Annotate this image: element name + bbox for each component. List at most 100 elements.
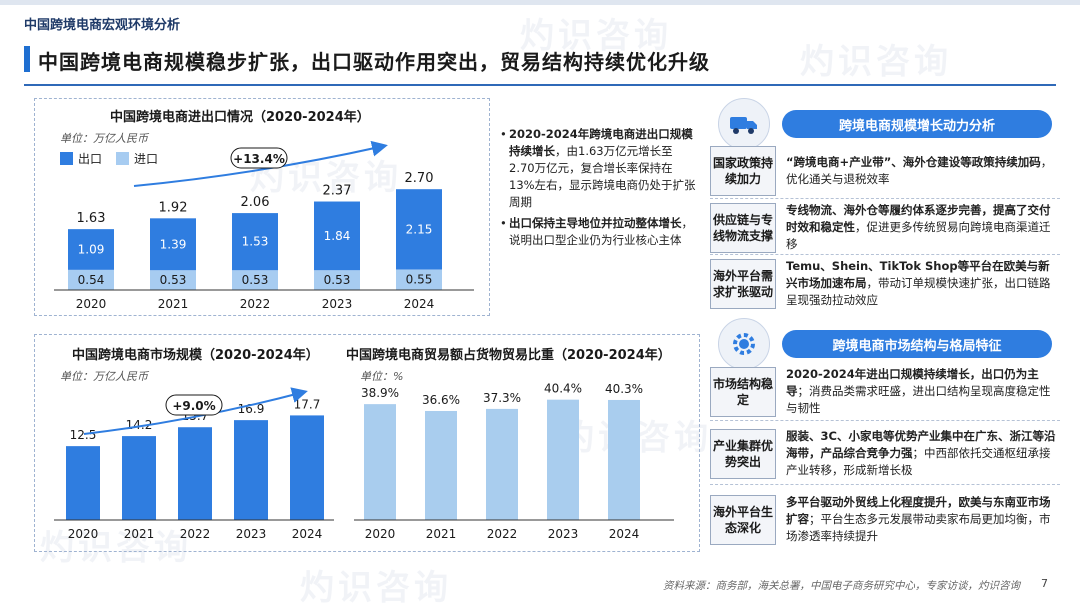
watermark: 灼识咨询 bbox=[800, 42, 952, 82]
chart-unit: 单位：万亿人民币 bbox=[60, 370, 148, 383]
growth-badge-label: +9.0% bbox=[172, 399, 215, 413]
total-value-label: 2.70 bbox=[405, 171, 434, 186]
total-value-label: 2.06 bbox=[241, 195, 270, 210]
row-text: 服装、3C、小家电等优势产业集中在广东、浙江等沿海带，产品综合竞争力强；中西部依… bbox=[776, 428, 1060, 479]
bar-value-label: 40.4% bbox=[544, 382, 582, 396]
export-bar bbox=[232, 213, 278, 271]
x-tick-label: 2023 bbox=[322, 297, 353, 311]
x-tick-label: 2021 bbox=[426, 527, 457, 541]
market-bar bbox=[122, 436, 156, 520]
x-tick-label: 2023 bbox=[548, 527, 579, 541]
note-bold: 出口保持主导地位并拉动整体增长 bbox=[509, 216, 682, 230]
x-tick-label: 2024 bbox=[292, 527, 323, 541]
x-tick-label: 2024 bbox=[404, 297, 435, 311]
import-value-label: 0.55 bbox=[406, 273, 433, 287]
row-divider bbox=[710, 254, 1060, 255]
legend-label: 出口 bbox=[78, 152, 103, 166]
row-bold: Temu、Shein、TikTok Shop等平台在欧美与新兴市场加速布局 bbox=[786, 259, 1050, 290]
import-value-label: 0.53 bbox=[160, 273, 187, 287]
market-size-chart: 12.5202014.2202115.7202216.9202317.72024… bbox=[54, 387, 334, 541]
total-value-label: 1.63 bbox=[77, 211, 106, 226]
export-value-label: 2.15 bbox=[406, 222, 433, 236]
row-label: 市场结构稳定 bbox=[710, 366, 776, 417]
bar-value-label: 12.5 bbox=[70, 428, 97, 442]
growth-arrow bbox=[133, 140, 388, 187]
growth-badge bbox=[165, 394, 223, 416]
x-tick-label: 2022 bbox=[487, 527, 518, 541]
row-divider bbox=[710, 484, 1060, 485]
source-note: 资料来源：商务部，海关总署，中国电子商务研究中心，专家访谈，灼识咨询 bbox=[663, 580, 1020, 592]
row-bold: 专线物流、海外仓等履约体系逐步完善，提高了交付时效和稳定性 bbox=[786, 203, 1051, 234]
x-tick-label: 2020 bbox=[365, 527, 396, 541]
export-bar bbox=[68, 229, 114, 270]
title-accent-bar bbox=[24, 46, 30, 72]
row-text: 多平台驱动外贸线上化程度提升，欧美与东南亚市场扩容；平台生态多元发展带动卖家布局… bbox=[776, 494, 1060, 545]
growth-badge-label: +13.4% bbox=[233, 152, 285, 166]
market-bar bbox=[290, 415, 324, 520]
share-bar bbox=[364, 404, 396, 520]
row-detail: ，促进更多传统贸易向跨境电商渠道迁移 bbox=[786, 220, 1051, 251]
import-value-label: 0.53 bbox=[324, 273, 351, 287]
row-bold: 多平台驱动外贸线上化程度提升，欧美与东南亚市场扩容 bbox=[786, 495, 1051, 526]
import-export-panel bbox=[34, 98, 490, 316]
note-item: 出口保持主导地位并拉动整体增长，说明出口型企业仍为行业核心主体 bbox=[500, 215, 696, 249]
bar-value-label: 17.7 bbox=[294, 397, 321, 411]
chart-legend: 出口 进口 bbox=[60, 150, 158, 167]
page-number: 7 bbox=[1041, 577, 1048, 590]
share-bar bbox=[547, 399, 579, 520]
growth-header: 跨境电商规模增长动力分析 bbox=[782, 110, 1052, 138]
market-panel bbox=[34, 334, 700, 552]
legend-label: 进口 bbox=[134, 152, 159, 166]
bar-value-label: 36.6% bbox=[422, 393, 460, 407]
share-bar bbox=[486, 408, 518, 520]
growth-row: 供应链与专线物流支撑 专线物流、海外仓等履约体系逐步完善，提高了交付时效和稳定性… bbox=[710, 202, 1060, 253]
import-bar bbox=[232, 270, 278, 290]
gear-icon bbox=[718, 318, 770, 370]
bar-value-label: 14.2 bbox=[126, 418, 153, 432]
export-value-label: 1.09 bbox=[78, 242, 105, 256]
row-label: 产业集群优势突出 bbox=[710, 428, 776, 479]
row-detail: ；平台生态多元发展带动卖家布局更加均衡，市场渗透率持续提升 bbox=[786, 512, 1051, 543]
chart-title: 中国跨境电商市场规模（2020-2024年） bbox=[72, 348, 319, 363]
row-label: 供应链与专线物流支撑 bbox=[710, 202, 776, 253]
import-bar bbox=[396, 269, 442, 290]
row-text: Temu、Shein、TikTok Shop等平台在欧美与新兴市场加速布局，带动… bbox=[776, 258, 1060, 309]
export-bar bbox=[396, 189, 442, 270]
market-bar bbox=[234, 420, 268, 520]
row-text: “跨境电商+产业带”、海外仓建设等政策持续加码，优化通关与退税效率 bbox=[776, 154, 1060, 188]
row-label: 海外平台生态深化 bbox=[710, 494, 776, 545]
legend-swatch bbox=[116, 152, 130, 165]
growth-arrow bbox=[83, 387, 308, 435]
row-detail: ；消费品类需求旺盛，进出口结构呈现高度稳定性与韧性 bbox=[786, 384, 1051, 415]
structure-row: 产业集群优势突出 服装、3C、小家电等优势产业集中在广东、浙江等沿海带，产品综合… bbox=[710, 428, 1060, 479]
chart-title: 中国跨境电商贸易额占货物贸易比重（2020-2024年） bbox=[346, 348, 671, 363]
total-value-label: 2.37 bbox=[323, 184, 352, 199]
row-bold: 服装、3C、小家电等优势产业集中在广东、浙江等沿海带，产品综合竞争力强 bbox=[786, 429, 1056, 460]
truck-icon bbox=[718, 98, 770, 150]
row-detail: ，优化通关与退税效率 bbox=[786, 155, 1053, 186]
row-bold: “跨境电商+产业带”、海外仓建设等政策持续加码 bbox=[786, 155, 1041, 169]
title-divider bbox=[24, 84, 1056, 86]
growth-row: 国家政策持续加力 “跨境电商+产业带”、海外仓建设等政策持续加码，优化通关与退税… bbox=[710, 146, 1060, 196]
import-bar bbox=[68, 269, 114, 290]
legend-swatch bbox=[60, 152, 73, 165]
note-item: 2020-2024年跨境电商进出口规模持续增长，由1.63万亿元增长至2.70万… bbox=[500, 126, 696, 211]
growth-row: 海外平台需求扩张驱动 Temu、Shein、TikTok Shop等平台在欧美与… bbox=[710, 258, 1060, 309]
share-bar bbox=[425, 410, 457, 520]
row-detail: ，带动订单规模快速扩张，出口链路呈现强劲拉动效应 bbox=[786, 276, 1051, 307]
import-value-label: 0.53 bbox=[242, 273, 269, 287]
note-text: ，由1.63万亿元增长至2.70万亿元，复合增长率保持在13%左右，显示跨境电商… bbox=[509, 144, 696, 209]
market-bar bbox=[66, 446, 100, 520]
chart-title: 中国跨境电商进出口情况（2020-2024年） bbox=[110, 110, 370, 125]
row-label: 国家政策持续加力 bbox=[710, 146, 776, 196]
growth-badge bbox=[230, 147, 288, 169]
note-text: ，说明出口型企业仍为行业核心主体 bbox=[509, 216, 693, 247]
import-bar bbox=[150, 270, 196, 290]
structure-header: 跨境电商市场结构与格局特征 bbox=[782, 330, 1052, 358]
export-value-label: 1.39 bbox=[160, 237, 187, 251]
section-tag: 中国跨境电商宏观环境分析 bbox=[24, 18, 181, 33]
row-detail: ；中西部依托交通枢纽承接产业转移，形成新增长极 bbox=[786, 446, 1051, 477]
trade-share-chart: 38.9% 2020 36.6% 2021 37.3% 2022 40.4% 2023 40.3… bbox=[354, 382, 674, 541]
x-tick-label: 2020 bbox=[76, 297, 107, 311]
share-bar bbox=[608, 399, 640, 520]
